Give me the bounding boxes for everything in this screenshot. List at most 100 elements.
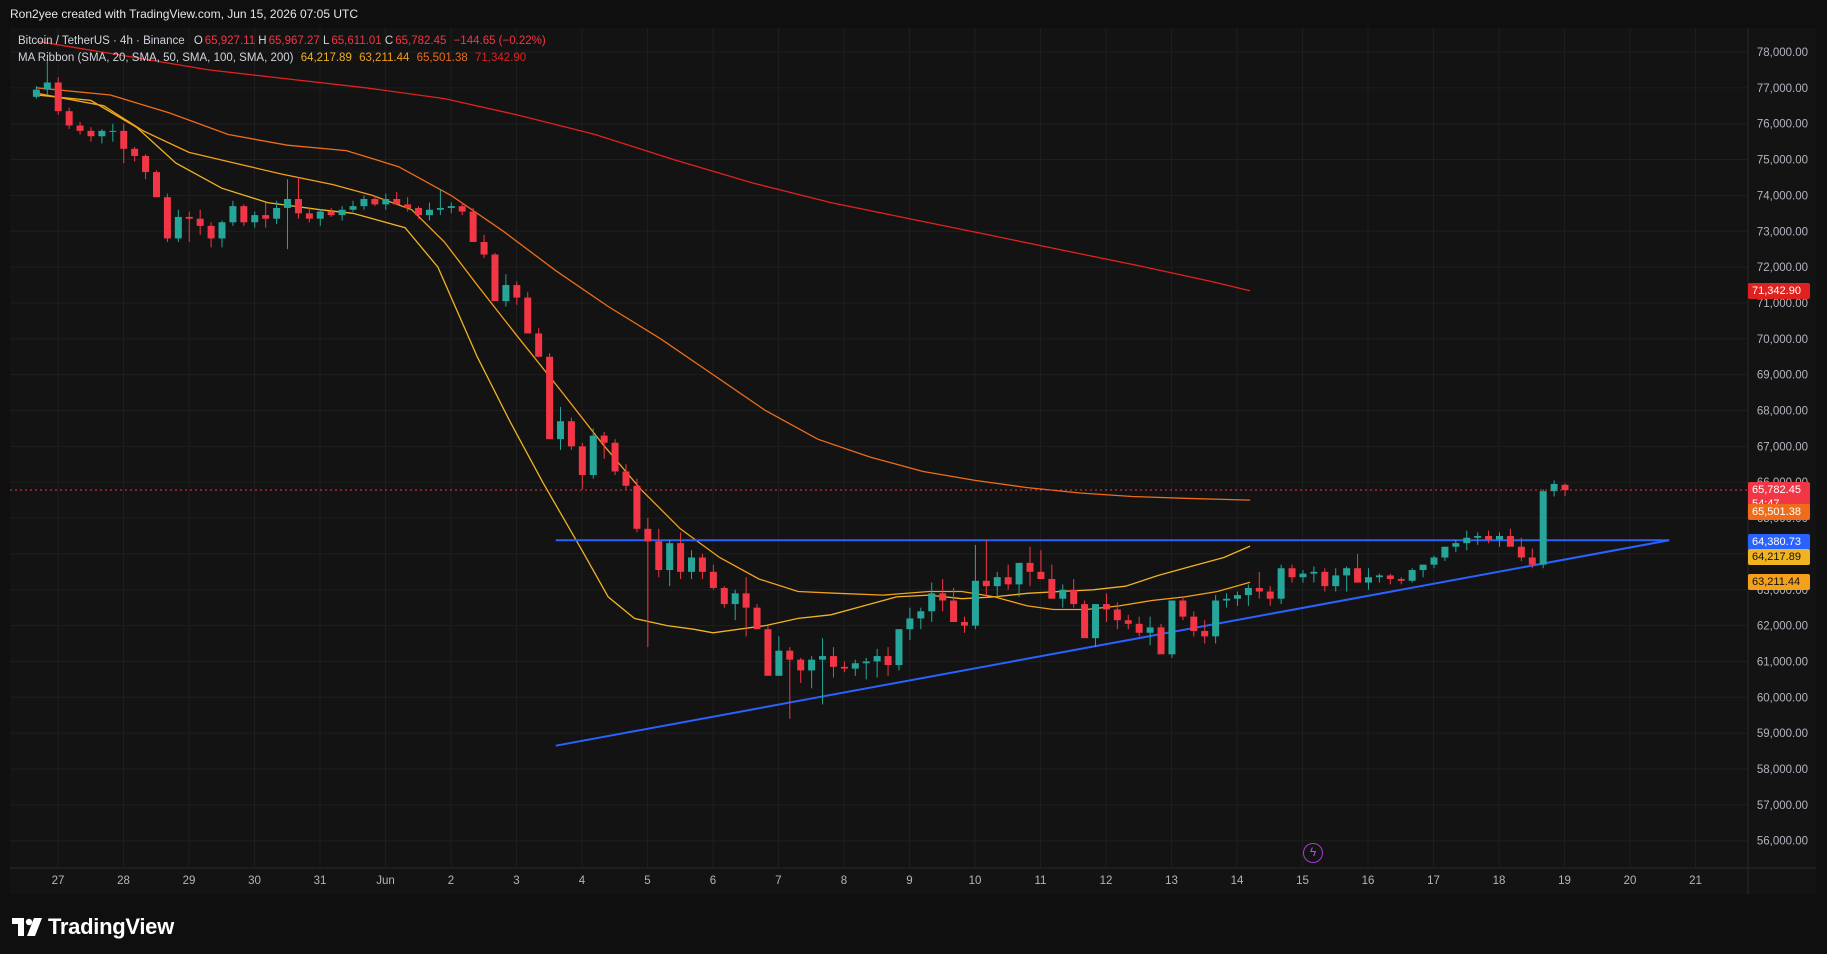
candle-body: [240, 206, 248, 223]
candle-body: [1070, 589, 1078, 605]
ma-ribbon-legend[interactable]: MA Ribbon (SMA, 20, SMA, 50, SMA, 100, S…: [18, 52, 526, 64]
candle-body: [425, 209, 433, 216]
candle: [1430, 555, 1438, 569]
candle-body: [1397, 578, 1405, 581]
candle: [928, 582, 936, 623]
candle: [1528, 548, 1536, 569]
lightning-icon[interactable]: ϟ: [1303, 843, 1323, 863]
x-tick-label: 14: [1231, 875, 1244, 887]
indicator-title: MA Ribbon (SMA, 20, SMA, 50, SMA, 100, S…: [18, 52, 294, 64]
top-bar: Ron2yee created with TradingView.com, Ju…: [0, 0, 1827, 28]
candle-body: [742, 593, 750, 608]
tradingview-logo[interactable]: TradingView: [12, 914, 174, 940]
candle-body: [273, 207, 281, 219]
symbol-legend[interactable]: Bitcoin / TetherUS · 4h · Binance O 65,92…: [18, 35, 546, 47]
candle: [1157, 623, 1165, 655]
chart-pane-bg: [10, 28, 1816, 894]
y-tick-label: 74,000.00: [1757, 190, 1808, 202]
candle-body: [1201, 630, 1209, 637]
candle: [152, 170, 160, 198]
price-tag-ma50: 63,211.44: [1748, 574, 1810, 591]
candle: [1496, 532, 1504, 547]
x-tick-label: 13: [1165, 875, 1178, 887]
symbol-title: Bitcoin / TetherUS · 4h · Binance: [18, 35, 185, 47]
y-tick-label: 62,000.00: [1757, 621, 1808, 633]
ohlc-change: −144.65 (−0.22%): [453, 35, 546, 47]
candle: [360, 195, 368, 210]
y-tick-label: 76,000.00: [1757, 119, 1808, 131]
ma-line-sma-200: [36, 40, 1251, 292]
candle-body: [939, 593, 947, 601]
candle-body: [229, 206, 237, 223]
candle-body: [404, 204, 412, 208]
x-tick-label: Jun: [376, 875, 395, 887]
candle-body: [1255, 587, 1263, 592]
candle: [1201, 620, 1209, 644]
candle: [709, 564, 717, 590]
candle-body: [644, 528, 652, 542]
ohlc-high-label: H: [258, 35, 267, 47]
price-tag-ma20: 64,217.89: [1748, 549, 1810, 566]
candle: [895, 629, 903, 671]
candle-body: [1386, 575, 1394, 579]
candle: [753, 604, 761, 630]
candle-body: [43, 82, 51, 90]
candle-body: [480, 242, 488, 255]
candle: [720, 586, 728, 608]
candle: [1190, 611, 1198, 637]
candle: [1343, 566, 1351, 592]
y-tick-label: 61,000.00: [1757, 656, 1808, 668]
candle-body: [1081, 604, 1089, 639]
candle: [939, 578, 947, 612]
candle: [1277, 564, 1285, 605]
candle-body: [1321, 571, 1329, 587]
candle-body: [611, 442, 619, 472]
candle: [1517, 537, 1525, 562]
y-tick-label: 75,000.00: [1757, 155, 1808, 167]
candle: [1288, 564, 1296, 583]
last-price-value: 65,782.45: [1752, 483, 1801, 496]
x-tick-label: 30: [248, 875, 261, 887]
price-chart[interactable]: 78,000.00 77,000.00 76,000.00 75,000.00 74,0…: [0, 0, 1827, 896]
candle: [556, 406, 564, 450]
candle: [917, 607, 925, 630]
candle-body: [1539, 491, 1547, 565]
y-tick-label: 67,000.00: [1757, 441, 1808, 453]
candle-body: [982, 580, 990, 587]
candle-body: [1441, 546, 1449, 558]
candle: [764, 625, 772, 676]
x-tick-label: 9: [906, 875, 912, 887]
candle: [1506, 528, 1514, 547]
candle-body: [65, 111, 73, 126]
candle-body: [633, 485, 641, 529]
candle: [829, 647, 837, 678]
candle-body: [1561, 484, 1569, 490]
candle: [819, 638, 827, 705]
candle-body: [1092, 604, 1100, 639]
candle: [873, 648, 881, 678]
candle-body: [1496, 535, 1504, 540]
candle: [982, 539, 990, 597]
candle-body: [851, 663, 859, 669]
candle: [688, 550, 696, 579]
candle: [1539, 489, 1547, 569]
candle: [491, 252, 499, 302]
candle-body: [1430, 557, 1438, 565]
ma-ribbon: [36, 40, 1251, 634]
candle: [611, 439, 619, 476]
candle-body: [753, 607, 761, 630]
candle: [294, 177, 302, 219]
candle-body: [688, 557, 696, 572]
candle-body: [436, 207, 444, 210]
candle-body: [1343, 568, 1351, 576]
y-tick-label: 69,000.00: [1757, 370, 1808, 382]
ma50-value: 63,211.44: [359, 52, 410, 64]
candle: [1015, 562, 1023, 597]
ohlc-close-value: 65,782.45: [395, 35, 447, 47]
candle: [742, 577, 750, 637]
candle-body: [1266, 591, 1274, 599]
candle-body: [1102, 604, 1110, 610]
candle-body: [1135, 623, 1143, 633]
candle-body: [1026, 562, 1034, 572]
y-tick-label: 57,000.00: [1757, 800, 1808, 812]
